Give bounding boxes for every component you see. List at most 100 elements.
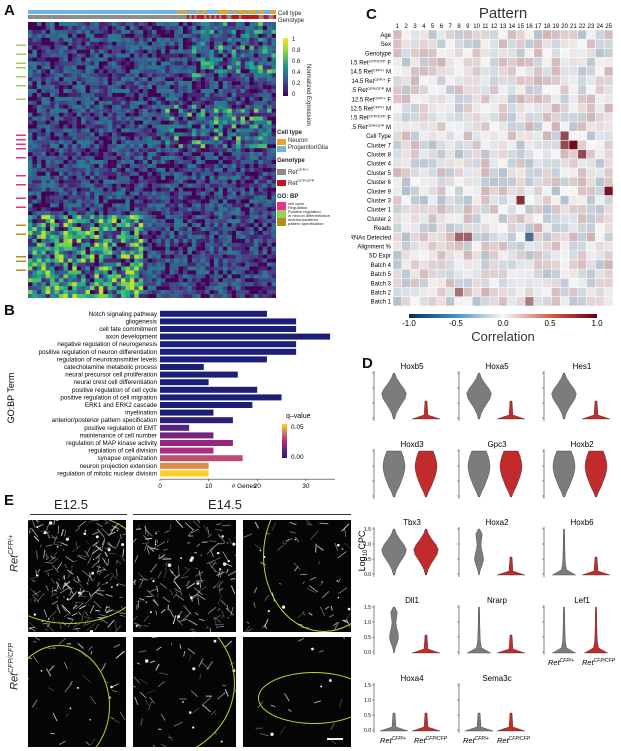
heatmap-cell (129, 140, 135, 145)
heatmap-cell (125, 191, 131, 196)
heatmap-cell (72, 45, 77, 50)
heatmap-cell (81, 33, 86, 38)
heatmap-cell (90, 132, 95, 137)
heatmap-cell (112, 191, 117, 196)
heatmap-cell (125, 227, 131, 232)
heatmap-cell (267, 57, 272, 62)
corr-cell (595, 66, 605, 77)
cell-type-strip (159, 10, 163, 14)
heatmap-cell (121, 179, 126, 184)
corr-cell (445, 222, 455, 233)
heatmap-cell (231, 29, 237, 35)
corr-cell (603, 241, 614, 252)
heatmap-cell (107, 73, 113, 78)
heatmap-cell (67, 187, 73, 192)
heatmap-cell (174, 81, 179, 86)
heatmap-cell (169, 120, 175, 125)
heatmap-cell (169, 290, 175, 295)
heatmap-cell (267, 124, 272, 129)
panel-label-b: B (4, 302, 15, 319)
heatmap-cell (76, 37, 82, 42)
heatmap-cell (94, 53, 100, 58)
heatmap-cell (63, 57, 69, 62)
heatmap-cell (54, 22, 60, 27)
heatmap-cell (36, 22, 42, 27)
heatmap-cell (231, 49, 237, 54)
heatmap-cell (116, 223, 122, 228)
heatmap-cell (156, 136, 162, 141)
heatmap-cell (54, 270, 60, 275)
heatmap-cell (129, 270, 135, 275)
corr-cell (515, 241, 526, 252)
corr-cell (524, 213, 535, 224)
corr-cell (427, 250, 438, 261)
heatmap-cell (156, 81, 162, 86)
heatmap-cell (76, 45, 82, 50)
heatmap-cell (222, 108, 228, 113)
heatmap-cell (121, 163, 126, 169)
heatmap-cell (156, 100, 162, 105)
bar (160, 447, 214, 454)
heatmap-cell (125, 282, 131, 287)
heatmap-cell (41, 73, 46, 78)
heatmap-cell (156, 274, 162, 279)
heatmap-cell (245, 262, 250, 267)
corr-cell (542, 250, 552, 261)
corr-cell (463, 158, 473, 169)
heatmap-cell (187, 25, 193, 31)
heatmap-cell (245, 104, 250, 109)
heatmap-cell (160, 160, 166, 165)
heatmap-cell (191, 85, 197, 90)
heatmap-cell (187, 286, 193, 291)
corr-cell (533, 268, 543, 279)
heatmap-cell (54, 171, 60, 176)
heatmap-cell (107, 140, 113, 145)
heatmap-cell (63, 85, 69, 90)
heatmap-cell (143, 215, 148, 220)
corr-cell (507, 259, 517, 270)
heatmap-cell (174, 230, 179, 236)
heatmap-cell (67, 132, 73, 137)
heatmap-cell (147, 286, 153, 291)
heatmap-cell (222, 250, 228, 255)
corr-cell (436, 29, 447, 40)
heatmap-cell (245, 96, 250, 102)
heatmap-cell (125, 120, 131, 125)
corr-cell (436, 94, 447, 104)
heatmap-cell (103, 282, 108, 287)
heatmap-cell (129, 258, 135, 263)
heatmap-cell (54, 140, 60, 145)
heatmap-cell (165, 266, 170, 271)
heatmap-cell (32, 124, 38, 129)
heatmap-cell (174, 171, 179, 176)
heatmap-cell (152, 132, 157, 137)
heatmap-cell (76, 199, 82, 204)
corr-cell (577, 278, 587, 288)
heatmap-cell (103, 274, 108, 279)
heatmap-cell (249, 45, 255, 50)
heatmap-cell (258, 195, 263, 200)
heatmap-cell (191, 73, 197, 78)
heatmap-cell (240, 179, 246, 184)
heatmap-cell (196, 183, 201, 188)
heatmap-cell (240, 282, 246, 287)
heatmap-cell (134, 203, 139, 208)
genotype-strip (152, 15, 155, 19)
corr-cell (436, 84, 447, 95)
corr-cell (559, 121, 570, 132)
heatmap-cell (63, 116, 69, 121)
heatmap-cell (36, 199, 42, 204)
heatmap-cell (236, 132, 241, 137)
heatmap-cell (85, 37, 91, 42)
heatmap-cell (85, 100, 91, 105)
corr-cell (603, 250, 614, 261)
heatmap-cell (121, 136, 126, 141)
heatmap-cell (121, 215, 126, 220)
corr-cell (410, 66, 420, 77)
heatmap-cell (143, 203, 148, 208)
gobp-tick (16, 206, 26, 208)
row-label: E12.5 RetCFP/CFP M (351, 123, 391, 131)
corr-cell (603, 222, 614, 233)
heatmap-cell (209, 116, 215, 121)
heatmap-cell (187, 65, 193, 70)
